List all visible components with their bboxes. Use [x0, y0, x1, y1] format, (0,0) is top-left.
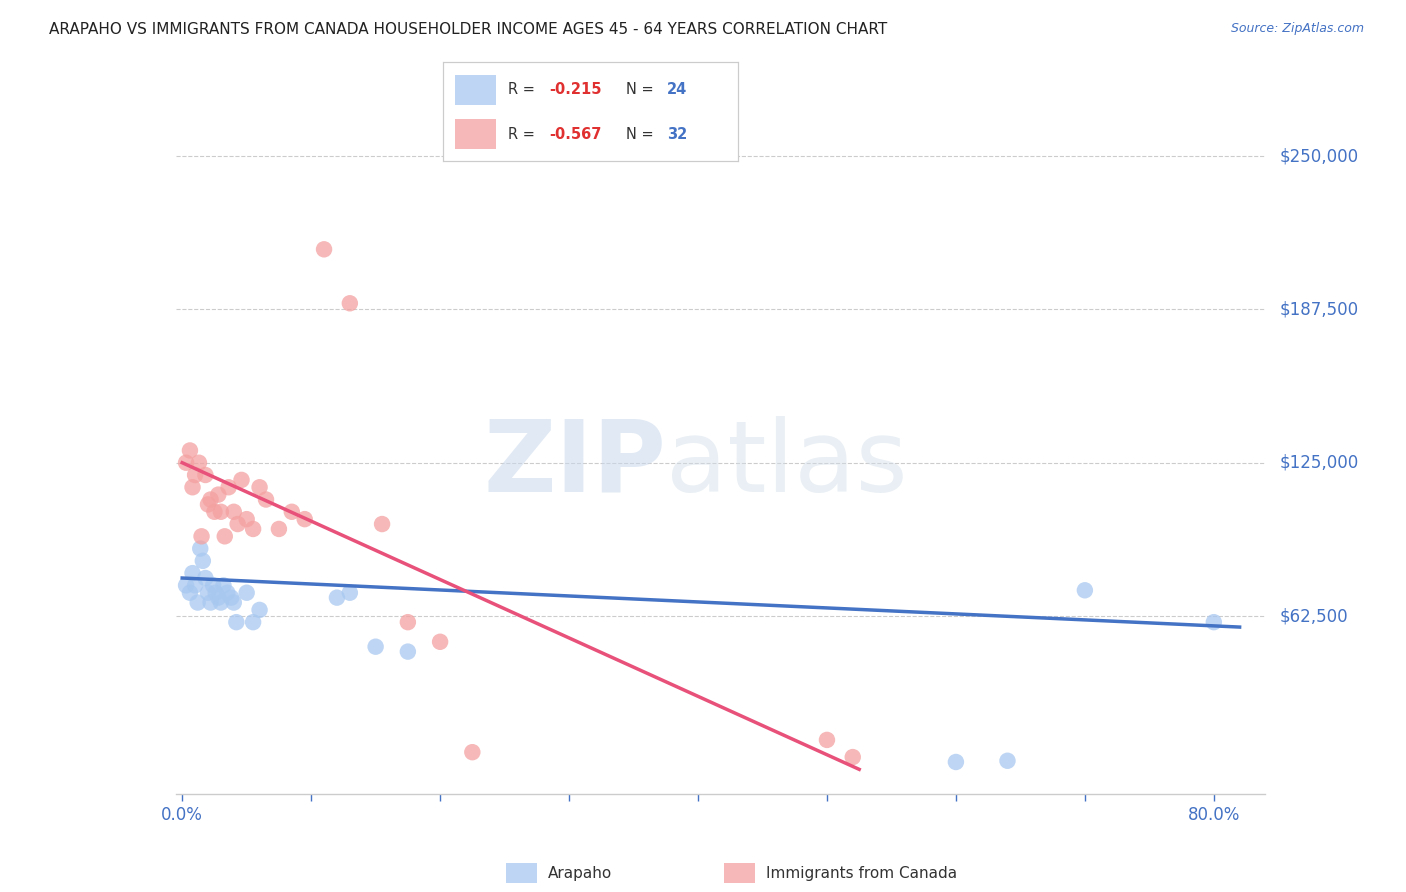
- Point: [181, 566, 204, 581]
- Point: [396, 644, 419, 658]
- Point: [174, 456, 197, 470]
- Point: [207, 487, 229, 501]
- Point: [194, 467, 217, 482]
- Text: $125,000: $125,000: [1279, 454, 1358, 472]
- Point: [222, 596, 245, 610]
- Point: [842, 750, 865, 764]
- Point: [191, 554, 214, 568]
- Point: [249, 480, 271, 494]
- Point: [219, 591, 242, 605]
- Point: [209, 596, 232, 610]
- Text: -0.567: -0.567: [550, 127, 602, 142]
- Point: [281, 505, 304, 519]
- Point: [187, 596, 209, 610]
- Point: [200, 596, 222, 610]
- Point: [235, 512, 257, 526]
- Point: [212, 578, 235, 592]
- Text: $62,500: $62,500: [1279, 607, 1348, 625]
- Text: $187,500: $187,500: [1279, 301, 1358, 318]
- Point: [997, 754, 1019, 768]
- Point: [815, 733, 838, 747]
- Point: [218, 480, 240, 494]
- Point: [214, 529, 236, 543]
- Text: Source: ZipAtlas.com: Source: ZipAtlas.com: [1230, 22, 1364, 36]
- Point: [1202, 615, 1225, 630]
- Point: [181, 480, 204, 494]
- Point: [174, 578, 197, 592]
- Text: $250,000: $250,000: [1279, 147, 1358, 165]
- Point: [396, 615, 419, 630]
- Point: [326, 591, 349, 605]
- Point: [225, 615, 247, 630]
- Point: [202, 578, 225, 592]
- Point: [294, 512, 316, 526]
- Text: ZIP: ZIP: [484, 416, 666, 513]
- Point: [371, 517, 394, 532]
- Point: [429, 635, 451, 649]
- Text: -0.215: -0.215: [550, 82, 602, 97]
- Point: [179, 586, 201, 600]
- Point: [204, 505, 226, 519]
- Point: [339, 296, 361, 310]
- Point: [197, 586, 219, 600]
- Text: atlas: atlas: [666, 416, 908, 513]
- Bar: [454, 120, 496, 149]
- Point: [226, 517, 249, 532]
- Point: [242, 522, 264, 536]
- Point: [184, 467, 207, 482]
- Point: [194, 571, 217, 585]
- Point: [204, 586, 226, 600]
- Point: [235, 586, 257, 600]
- Text: Arapaho: Arapaho: [548, 866, 613, 880]
- Point: [217, 586, 239, 600]
- Point: [200, 492, 222, 507]
- Text: N =: N =: [626, 127, 654, 142]
- Text: ARAPAHO VS IMMIGRANTS FROM CANADA HOUSEHOLDER INCOME AGES 45 - 64 YEARS CORRELAT: ARAPAHO VS IMMIGRANTS FROM CANADA HOUSEH…: [49, 22, 887, 37]
- Text: 24: 24: [668, 82, 688, 97]
- Point: [188, 456, 211, 470]
- Point: [209, 505, 232, 519]
- Point: [364, 640, 387, 654]
- Point: [461, 745, 484, 759]
- Point: [222, 505, 245, 519]
- Point: [1074, 583, 1097, 598]
- Text: R =: R =: [508, 82, 534, 97]
- Point: [231, 473, 253, 487]
- Point: [190, 529, 212, 543]
- Point: [267, 522, 290, 536]
- Point: [188, 541, 211, 556]
- Point: [184, 578, 207, 592]
- Text: R =: R =: [508, 127, 534, 142]
- Point: [197, 498, 219, 512]
- Point: [249, 603, 271, 617]
- Text: N =: N =: [626, 82, 654, 97]
- Text: 32: 32: [668, 127, 688, 142]
- Text: Immigrants from Canada: Immigrants from Canada: [766, 866, 957, 880]
- Point: [254, 492, 277, 507]
- Point: [179, 443, 201, 458]
- Point: [339, 586, 361, 600]
- Point: [312, 243, 335, 257]
- Point: [207, 591, 229, 605]
- Bar: [454, 75, 496, 104]
- Point: [945, 755, 967, 769]
- Point: [242, 615, 264, 630]
